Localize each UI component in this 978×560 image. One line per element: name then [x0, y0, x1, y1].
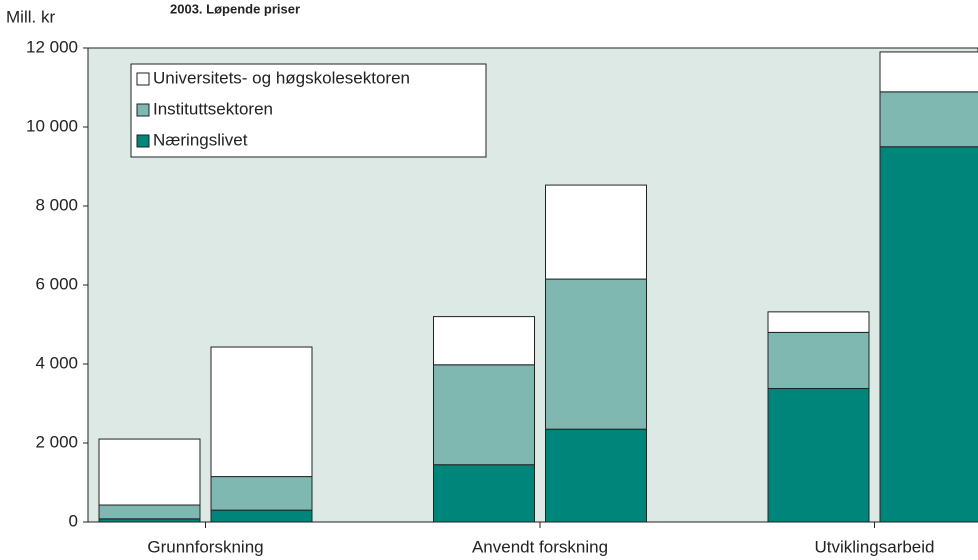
- y-tick-label: 2 000: [35, 432, 78, 451]
- bar-segment: [545, 278, 647, 430]
- bar-segment: [767, 387, 870, 523]
- x-tick-label: Anvendt forskning: [472, 537, 608, 556]
- bar-segment: [210, 509, 313, 523]
- bar-segment: [433, 464, 535, 523]
- bar-segment: [879, 91, 978, 148]
- y-axis-label: Mill. kr: [6, 7, 55, 26]
- bar-segment: [98, 504, 201, 520]
- legend-label: Næringslivet: [153, 130, 248, 149]
- legend-label: Universitets- og høgskolesektoren: [153, 68, 410, 87]
- y-tick-label: 6 000: [35, 274, 78, 293]
- legend-swatch: [136, 103, 150, 117]
- legend-label: Instituttsektoren: [153, 99, 273, 118]
- bar-segment: [767, 331, 870, 389]
- bar-segment: [433, 364, 535, 466]
- y-tick-label: 10 000: [26, 116, 78, 135]
- x-tick-label: Grunnforskning: [147, 537, 263, 556]
- y-tick-label: 4 000: [35, 353, 78, 372]
- bar-segment: [767, 311, 870, 333]
- y-tick-label: 12 000: [26, 37, 78, 56]
- bar-segment: [879, 146, 978, 523]
- bar-segment: [210, 346, 313, 478]
- bar-segment: [879, 51, 978, 93]
- bar-segment: [433, 316, 535, 366]
- bar-segment: [545, 428, 647, 523]
- y-tick-label: 8 000: [35, 195, 78, 214]
- legend-box: [130, 63, 487, 158]
- legend-swatch: [136, 72, 150, 86]
- y-tick-label: 0: [69, 511, 78, 530]
- bar-segment: [98, 438, 201, 506]
- bar-segment: [545, 184, 647, 280]
- chart-subtitle: 2003. Løpende priser: [170, 1, 300, 16]
- x-tick-label: Utviklingsarbeid: [815, 537, 935, 556]
- bar-segment: [210, 476, 313, 511]
- legend-swatch: [136, 134, 150, 148]
